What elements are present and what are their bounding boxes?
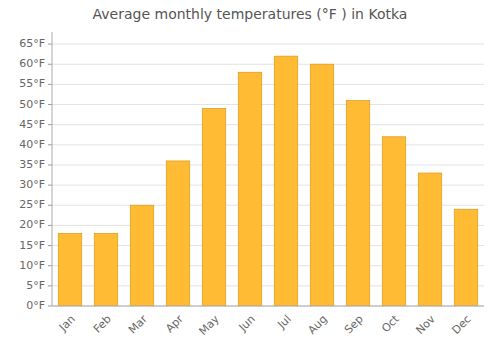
bar <box>166 161 189 306</box>
bar <box>382 137 405 306</box>
y-tick <box>48 164 52 165</box>
y-tick-label: 10°F <box>19 259 45 272</box>
x-tick-label: Aug <box>305 313 329 337</box>
y-tick <box>48 205 52 206</box>
y-tick <box>48 84 52 85</box>
y-tick-label: 30°F <box>19 178 45 191</box>
x-tick-label: Jan <box>56 313 78 335</box>
bar <box>202 109 225 306</box>
x-tick-label: Jul <box>274 313 293 332</box>
y-tick-label: 15°F <box>19 239 45 252</box>
x-tick-label: Nov <box>413 312 438 337</box>
x-axis-line <box>52 306 484 307</box>
x-tick-label: Mar <box>126 312 150 336</box>
y-tick <box>48 44 52 45</box>
x-tick-label: Oct <box>379 312 402 335</box>
grid-line <box>52 44 484 45</box>
y-tick <box>48 144 52 145</box>
x-tick-labels: Jan Feb Mar Apr May Jun Jul Aug Sep Oct Nov Dec <box>56 312 474 338</box>
grid-line <box>52 84 484 85</box>
x-tick-label: Feb <box>91 313 114 336</box>
title: Average monthly temperatures (°F ) in Ko… <box>93 6 408 22</box>
grid-line <box>52 64 484 65</box>
y-tick-label: 35°F <box>19 158 45 171</box>
grid-line <box>52 144 484 145</box>
y-tick <box>48 124 52 125</box>
y-tick-label: 5°F <box>26 279 45 292</box>
y-tick-label: 45°F <box>19 118 45 131</box>
bar <box>274 56 297 306</box>
grid-line <box>52 306 484 307</box>
grid-line <box>52 124 484 125</box>
y-tick-label: 0°F <box>26 299 45 312</box>
y-tick-label: 20°F <box>19 218 45 231</box>
y-tick <box>48 225 52 226</box>
y-axis-line <box>52 32 53 306</box>
chart: 0°F 5°F 10°F 15°F 20°F 25°F 30°F 35°F 40°F 45°F 50… <box>0 0 500 350</box>
x-tick-label: Apr <box>163 312 186 335</box>
y-tick <box>48 285 52 286</box>
y-tick-label: 60°F <box>19 57 45 70</box>
bar <box>130 205 153 306</box>
y-tick-label: 40°F <box>19 138 45 151</box>
bar <box>418 173 441 306</box>
y-tick <box>48 306 52 307</box>
y-tick-label: 25°F <box>19 198 45 211</box>
grid-line <box>52 164 484 165</box>
y-tick <box>48 265 52 266</box>
bars <box>58 56 477 306</box>
bar <box>238 72 261 306</box>
y-tick <box>48 185 52 186</box>
grid-line <box>52 104 484 105</box>
y-tick <box>48 245 52 246</box>
bar <box>58 233 81 306</box>
bar <box>310 64 333 306</box>
y-tick-label: 50°F <box>19 98 45 111</box>
y-tick-label: 65°F <box>19 37 45 50</box>
x-tick-label: Jun <box>236 313 258 335</box>
bar <box>454 209 477 306</box>
bar <box>94 233 117 306</box>
y-tick-label: 55°F <box>19 77 45 90</box>
x-tick-label: May <box>196 312 222 338</box>
y-tick <box>48 104 52 105</box>
y-grid <box>52 44 484 306</box>
x-tick-label: Sep <box>342 313 366 337</box>
y-tick-labels: 0°F 5°F 10°F 15°F 20°F 25°F 30°F 35°F 40°F 45°F 50… <box>19 37 52 312</box>
x-tick-label: Dec <box>450 313 474 337</box>
bar <box>346 101 369 307</box>
y-tick <box>48 64 52 65</box>
